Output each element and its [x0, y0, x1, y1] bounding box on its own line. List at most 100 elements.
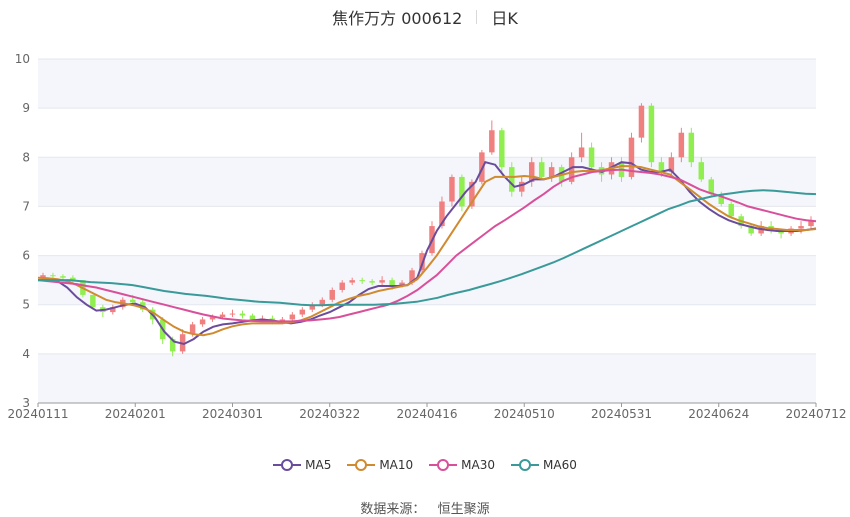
data-source: 数据来源： 恒生聚源	[0, 498, 850, 517]
candle-body	[199, 319, 206, 325]
x-tick-label: 20240712	[785, 407, 846, 421]
candle-body	[528, 162, 535, 182]
candle-body	[309, 304, 316, 310]
legend-label: MA5	[305, 458, 332, 472]
y-tick-label: 3	[22, 396, 30, 410]
candle-body	[578, 147, 585, 158]
candle-body	[40, 275, 46, 278]
y-tick-label: 6	[22, 249, 30, 263]
x-tick-label: 20240301	[202, 407, 263, 421]
y-tick-label: 7	[22, 199, 30, 213]
candle-body	[249, 315, 256, 320]
candle-body	[808, 221, 814, 227]
source-label: 数据来源：	[360, 502, 426, 517]
y-tick-label: 5	[22, 298, 30, 312]
candle-body	[379, 280, 385, 283]
band	[38, 255, 816, 305]
candle-body	[638, 105, 645, 138]
x-tick-label: 20240111	[7, 407, 68, 421]
y-tick-label: 4	[22, 347, 30, 361]
period-label[interactable]: 日K	[491, 9, 518, 28]
candle-body	[449, 176, 455, 202]
candle-body	[239, 313, 246, 316]
legend-item-ma60[interactable]: MA60	[511, 458, 577, 472]
candle-body	[519, 181, 525, 192]
legend-marker-icon	[429, 459, 458, 471]
candle-body	[439, 201, 445, 227]
candle-body	[389, 280, 395, 286]
candle-body	[329, 289, 335, 300]
candlestick-chart: 3 4 5 6 7 8 9 10 20240111 20240201 20240301 202403…	[7, 52, 846, 421]
candle-body	[509, 167, 515, 192]
candle-body	[748, 226, 754, 234]
candle-body	[130, 299, 136, 303]
y-axis-ticks: 3 4 5 6 7 8 9 10	[15, 52, 30, 410]
candle-body	[369, 281, 375, 283]
legend-label: MA30	[461, 458, 496, 472]
x-tick-label: 20240322	[299, 407, 360, 421]
candle-body	[209, 317, 216, 320]
candle-body	[489, 130, 495, 153]
candle-body	[60, 276, 66, 278]
candle-body	[728, 203, 734, 217]
x-tick-label: 20240510	[494, 407, 555, 421]
legend-item-ma10[interactable]: MA10	[347, 458, 413, 472]
legend-label: MA10	[379, 458, 414, 472]
candle-body	[189, 324, 196, 335]
plot-background	[38, 59, 816, 403]
candle-body	[90, 294, 96, 308]
candle-body	[339, 282, 345, 290]
grid-lines	[38, 58, 816, 404]
x-tick-label: 20240531	[591, 407, 652, 421]
y-tick-label: 8	[22, 150, 30, 164]
moving-average-lines	[37, 161, 817, 346]
band	[38, 59, 816, 109]
candle-body	[359, 280, 365, 282]
candle-body	[289, 314, 296, 320]
candle-body	[688, 132, 695, 163]
candle-body	[499, 130, 505, 168]
candle-body	[628, 137, 635, 177]
candle-body	[299, 309, 306, 315]
candle-body	[399, 282, 405, 286]
candle-body	[219, 314, 226, 317]
candle-body	[588, 147, 595, 168]
band	[38, 353, 816, 403]
candle-body	[668, 157, 675, 173]
candle-body	[778, 231, 784, 234]
x-tick-label: 20240416	[396, 407, 457, 421]
legend-item-ma5[interactable]: MA5	[273, 458, 331, 472]
candle-body	[349, 280, 355, 283]
candle-body	[110, 307, 116, 313]
candle-body	[698, 162, 705, 180]
x-tick-label: 20240201	[105, 407, 166, 421]
candle-body	[718, 194, 724, 204]
candle-body	[409, 270, 415, 283]
chart-legend: MA5 MA10 MA30 MA60	[0, 458, 850, 472]
candle-body	[229, 313, 236, 315]
stock-name-title: 焦作万方 000612	[332, 9, 463, 28]
legend-item-ma30[interactable]: MA30	[429, 458, 495, 472]
ma10-line	[37, 165, 817, 337]
candle-body	[70, 277, 76, 281]
ma60-line	[38, 189, 817, 307]
candle-body	[678, 132, 685, 158]
candle-body	[538, 162, 545, 177]
y-tick-label: 10	[15, 52, 30, 66]
candle-body	[798, 226, 804, 229]
candle-body	[648, 105, 655, 163]
candle-body	[658, 162, 665, 173]
candle-body	[459, 176, 465, 207]
legend-label: MA60	[543, 458, 577, 472]
candle-body	[50, 275, 56, 277]
candle-body	[568, 157, 575, 182]
y-tick-label: 9	[22, 101, 30, 115]
candle-body	[169, 339, 176, 352]
candle-body	[469, 181, 475, 207]
ma30-line	[37, 168, 817, 323]
legend-marker-icon	[273, 459, 302, 471]
title-divider	[476, 10, 478, 24]
source-value: 恒生聚源	[437, 502, 490, 517]
candle-body	[548, 167, 555, 177]
chart-header: 焦作万方 000612 日K	[0, 4, 850, 30]
